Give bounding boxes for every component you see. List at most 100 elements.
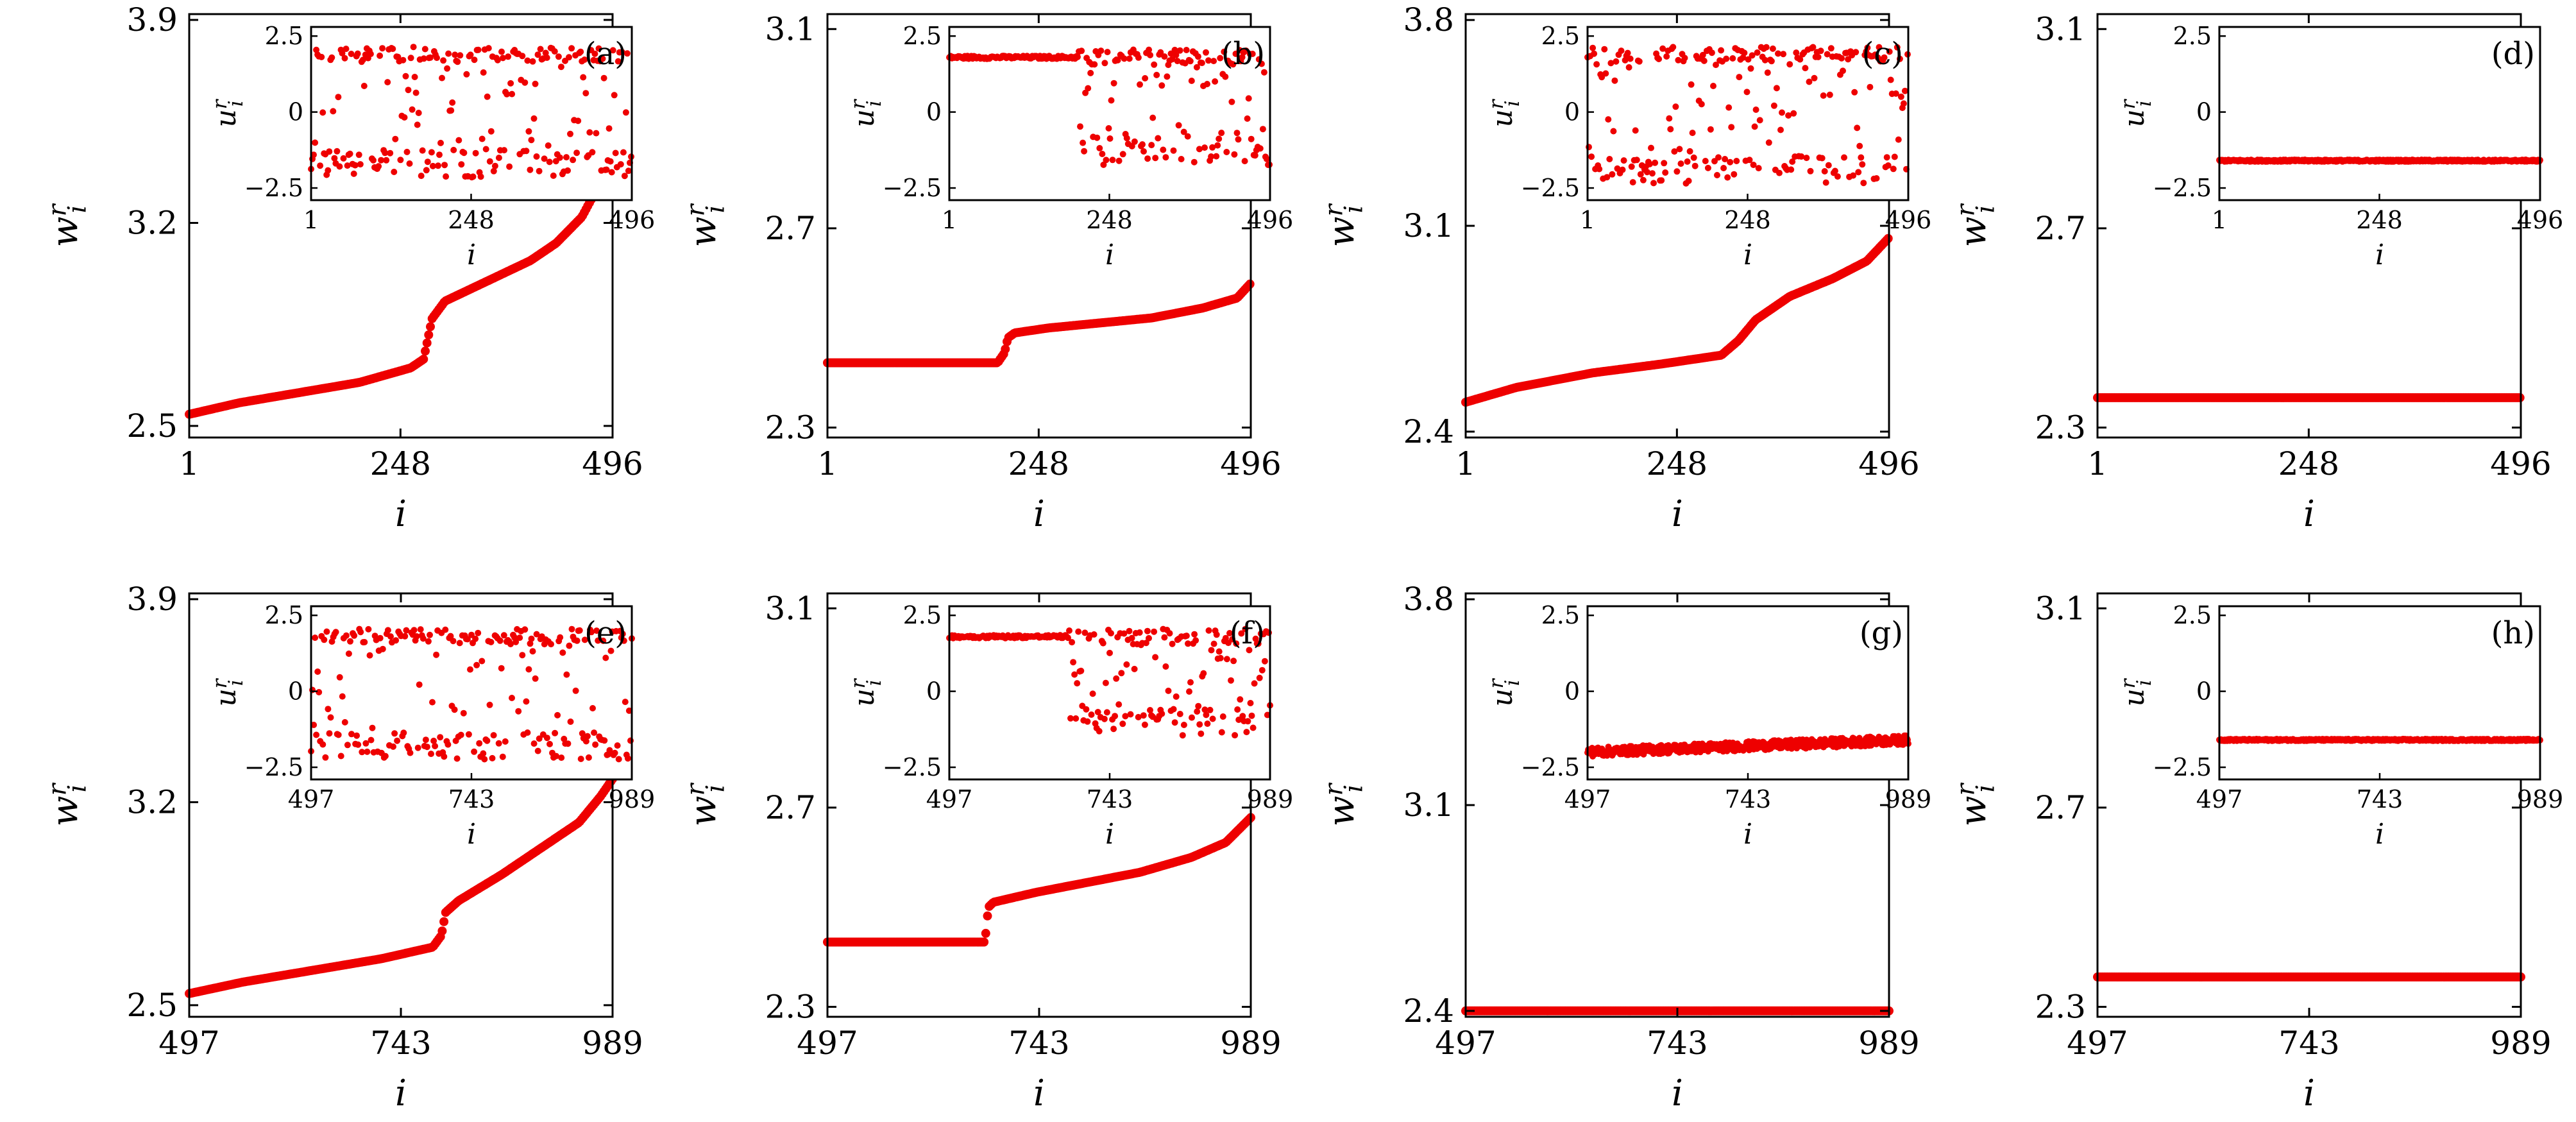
inset-point bbox=[1204, 81, 1210, 87]
x-tick-label: 743 bbox=[1647, 1024, 1707, 1062]
inset-point bbox=[413, 633, 420, 640]
panel-label: (f) bbox=[1230, 615, 1265, 651]
inset-point bbox=[1078, 667, 1085, 674]
inset-point bbox=[505, 53, 512, 60]
inset-point bbox=[1636, 58, 1643, 65]
y-tick-label: 2.3 bbox=[2035, 409, 2086, 446]
inset-point bbox=[1176, 47, 1183, 54]
x-tick-label: 743 bbox=[370, 1024, 431, 1062]
inset-point bbox=[1702, 158, 1709, 164]
inset-point bbox=[455, 137, 462, 144]
inset-point bbox=[1216, 648, 1223, 655]
inset-point bbox=[1149, 114, 1157, 121]
inset-point bbox=[1640, 176, 1647, 183]
inset-point bbox=[361, 639, 368, 645]
inset-point bbox=[1070, 659, 1077, 666]
inset-point bbox=[1074, 680, 1081, 687]
inset-point bbox=[1173, 51, 1180, 58]
inset-point bbox=[452, 51, 459, 58]
inset-point bbox=[1613, 58, 1620, 65]
inset-point bbox=[448, 107, 455, 114]
y-tick-label: 3.2 bbox=[126, 783, 178, 820]
inset-point bbox=[592, 741, 599, 748]
inset-point bbox=[480, 750, 487, 757]
inset-point bbox=[1897, 93, 1904, 100]
inset-point bbox=[1112, 713, 1119, 720]
inset-point bbox=[1710, 83, 1716, 89]
inset-point bbox=[1747, 65, 1754, 72]
inset-point bbox=[1602, 70, 1609, 77]
inset-point bbox=[582, 90, 589, 97]
inset-point bbox=[1733, 158, 1740, 164]
inset-point bbox=[350, 170, 357, 177]
inset-point bbox=[1226, 630, 1233, 636]
inset-point bbox=[1123, 661, 1130, 668]
inset-point bbox=[586, 129, 593, 136]
inset-point bbox=[543, 735, 550, 742]
inset-point bbox=[1707, 126, 1714, 133]
inset-point bbox=[1650, 180, 1657, 187]
inset-point bbox=[336, 163, 343, 170]
inset-point bbox=[1183, 633, 1190, 640]
inset-point bbox=[1228, 98, 1235, 105]
inset-point bbox=[564, 167, 571, 174]
inset-y-tick-label: 0 bbox=[1564, 677, 1580, 706]
y-tick-label: 2.7 bbox=[2035, 210, 2086, 247]
inset-point bbox=[1247, 700, 1254, 706]
inset-point bbox=[1110, 726, 1117, 733]
inset-point bbox=[1263, 155, 1270, 162]
inset-point bbox=[1807, 167, 1814, 174]
inset-point bbox=[1619, 166, 1626, 173]
inset-point bbox=[1648, 144, 1654, 151]
inset-point bbox=[341, 718, 348, 726]
inset-point bbox=[387, 633, 394, 640]
inset-point bbox=[409, 106, 416, 113]
inset-point bbox=[332, 629, 339, 636]
inset-point bbox=[475, 46, 482, 53]
inset-point bbox=[1100, 161, 1107, 168]
y-tick-label: 2.3 bbox=[765, 409, 816, 446]
inset-point bbox=[1162, 663, 1169, 670]
inset-x-tick-label: 989 bbox=[1247, 785, 1294, 813]
inset-point bbox=[325, 706, 332, 713]
inset-point bbox=[566, 642, 573, 649]
inset-point bbox=[1892, 90, 1899, 97]
inset-point bbox=[461, 149, 468, 157]
inset-point bbox=[1114, 56, 1121, 64]
inset-point bbox=[343, 46, 350, 53]
inset-point bbox=[1103, 709, 1110, 716]
inset-point bbox=[1652, 159, 1659, 166]
inset-point bbox=[340, 155, 347, 162]
inset-series bbox=[308, 44, 634, 181]
inset-y-tick-label: 2.5 bbox=[1541, 22, 1580, 50]
inset-point bbox=[1232, 732, 1239, 739]
inset-point bbox=[1170, 147, 1177, 154]
inset-point bbox=[1213, 153, 1220, 160]
inset-point bbox=[494, 56, 501, 64]
inset-point bbox=[1859, 161, 1866, 168]
inset-point bbox=[1802, 65, 1809, 72]
inset-point bbox=[530, 740, 538, 747]
inset-point bbox=[419, 635, 427, 642]
inset-y-axis-label: uri bbox=[847, 677, 886, 706]
inset-x-tick-label: 1 bbox=[1580, 206, 1595, 234]
y-axis-label-group: wri bbox=[1951, 203, 2000, 247]
inset-point bbox=[1127, 711, 1134, 718]
inset-y-tick-label: 0 bbox=[288, 677, 303, 706]
inset-point bbox=[1135, 713, 1142, 720]
inset-x-tick-label: 497 bbox=[926, 785, 973, 813]
inset-point bbox=[402, 72, 409, 80]
inset-point bbox=[603, 166, 610, 173]
inset-point bbox=[513, 638, 520, 645]
inset-point bbox=[458, 161, 465, 168]
inset-point bbox=[1147, 51, 1154, 58]
panel-label: (b) bbox=[1221, 36, 1265, 72]
y-axis-label-group: wri bbox=[43, 203, 92, 247]
inset-point bbox=[609, 47, 616, 54]
inset-point bbox=[393, 637, 400, 644]
inset-point bbox=[392, 135, 399, 142]
inset-point bbox=[1770, 102, 1777, 109]
